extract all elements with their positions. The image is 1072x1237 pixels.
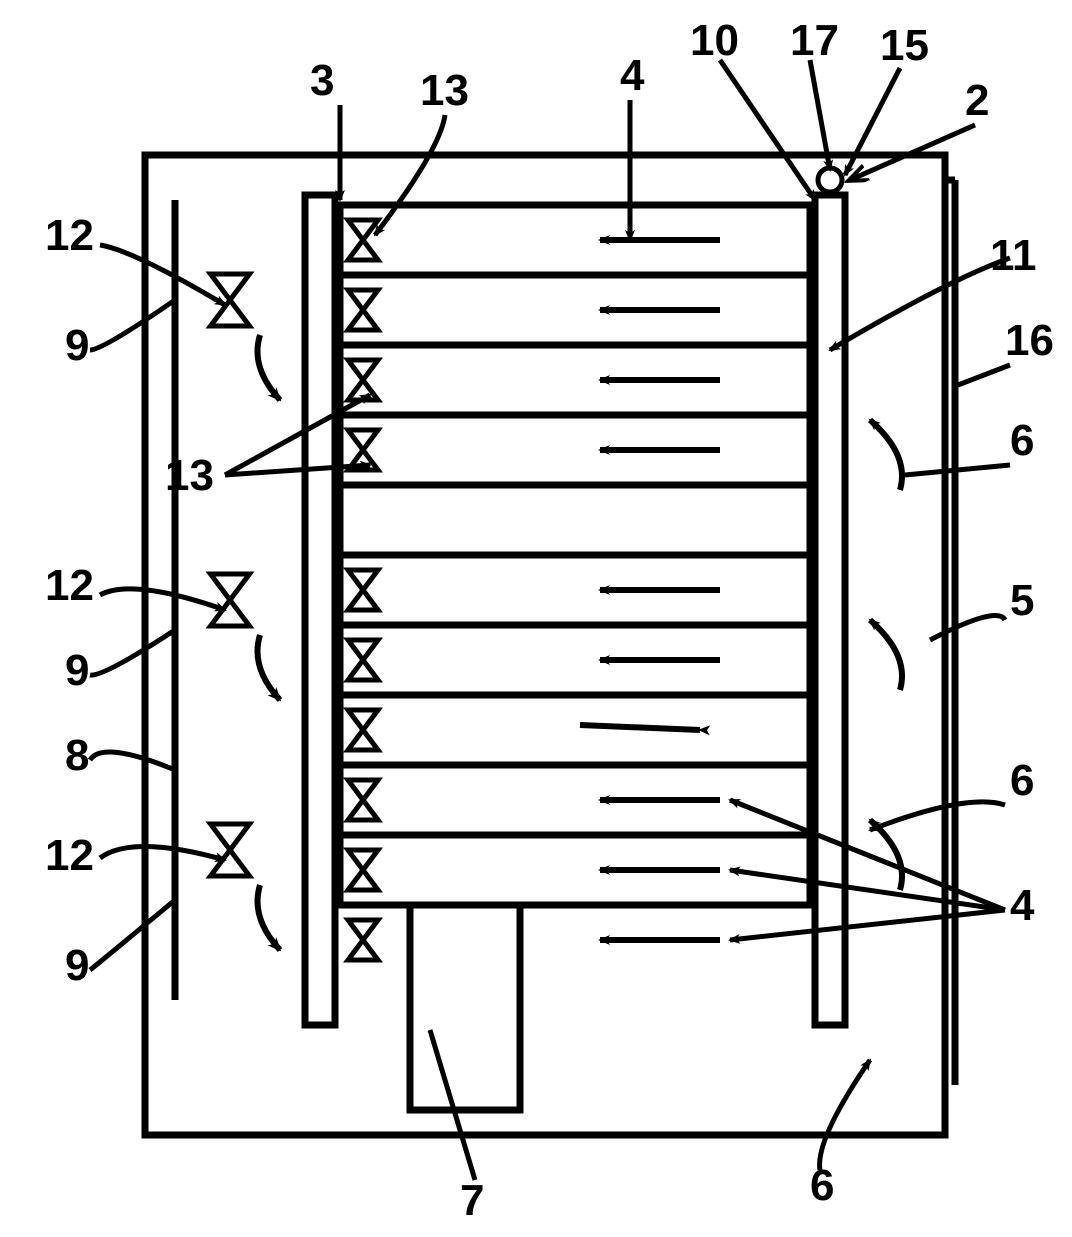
feed-arrow — [258, 335, 281, 400]
technical-diagram: 3 13 4 10 17 15 2 12 9 13 12 9 8 12 9 11 16 6 5 6 4 7 6 — [0, 0, 1072, 1237]
leader-line — [820, 1060, 870, 1170]
valve-icon — [348, 920, 378, 960]
leader-line — [100, 245, 225, 305]
leader-line — [90, 752, 175, 770]
label-l17: 17 — [790, 16, 839, 170]
label-text: 2 — [965, 76, 989, 125]
label-l7: 7 — [430, 1030, 484, 1225]
label-text: 6 — [810, 1161, 834, 1210]
label-text: 13 — [165, 451, 214, 500]
valve-icon — [211, 574, 250, 626]
label-text: 6 — [1010, 416, 1034, 465]
label-text: 12 — [45, 211, 94, 260]
leader-line — [100, 589, 225, 610]
label-l4b: 4 — [730, 800, 1035, 940]
valve-icon — [348, 780, 378, 820]
leader-line — [90, 630, 175, 675]
leader-line — [930, 616, 1005, 641]
label-l8: 8 — [65, 731, 175, 780]
leader-line — [870, 802, 1005, 830]
label-l9c: 9 — [65, 900, 175, 990]
right-column — [815, 195, 845, 1025]
label-l13a: 13 — [375, 66, 469, 235]
valve-icon — [348, 570, 378, 610]
label-l12b: 12 — [45, 561, 225, 610]
label-l4a: 4 — [620, 51, 645, 240]
label-l12a: 12 — [45, 211, 225, 305]
label-text: 9 — [65, 941, 89, 990]
feed-arrow — [258, 885, 281, 950]
label-text: 7 — [460, 1176, 484, 1225]
valve-icon — [348, 220, 378, 260]
bearing-circle — [818, 168, 842, 192]
leader-line — [730, 800, 1005, 910]
label-text: 15 — [880, 21, 929, 70]
leader-line — [375, 115, 445, 235]
leader-line — [720, 60, 815, 200]
valve-icon — [211, 824, 250, 876]
label-text: 16 — [1005, 316, 1054, 365]
label-l6a: 6 — [905, 416, 1034, 475]
leader-line — [830, 258, 1010, 350]
label-l3: 3 — [310, 56, 340, 200]
valve-icon — [348, 290, 378, 330]
valve-icon — [348, 360, 378, 400]
label-text: 11 — [990, 231, 1037, 280]
valve-icon — [348, 710, 378, 750]
return-arrow — [870, 420, 902, 490]
label-text: 3 — [310, 56, 334, 105]
label-text: 17 — [790, 16, 839, 65]
leader-line — [730, 910, 1005, 940]
label-text: 9 — [65, 646, 89, 695]
label-text: 4 — [620, 51, 645, 100]
leader-line — [100, 846, 225, 860]
label-text: 6 — [1010, 756, 1034, 805]
label-text: 4 — [1010, 881, 1035, 930]
return-arrow — [870, 620, 902, 690]
label-text: 9 — [65, 321, 89, 370]
leader-line — [430, 1030, 475, 1180]
flow-arrow — [580, 725, 700, 730]
label-text: 10 — [690, 16, 739, 65]
valve-icon — [348, 850, 378, 890]
outer-box — [145, 155, 945, 1135]
label-text: 8 — [65, 731, 89, 780]
label-l9a: 9 — [65, 300, 175, 370]
label-l12c: 12 — [45, 831, 225, 880]
label-text: 12 — [45, 561, 94, 610]
valve-icon — [348, 640, 378, 680]
leader-line — [958, 365, 1010, 385]
left-column — [305, 195, 335, 1025]
leader-line — [90, 900, 175, 970]
bottom-notch — [410, 905, 520, 1110]
label-text: 5 — [1010, 576, 1034, 625]
label-l9b: 9 — [65, 630, 175, 695]
label-text: 12 — [45, 831, 94, 880]
label-l16: 16 — [958, 316, 1054, 385]
label-text: 13 — [420, 66, 469, 115]
feed-arrow — [258, 635, 281, 700]
leader-line — [225, 395, 370, 475]
leader-line — [90, 300, 175, 350]
